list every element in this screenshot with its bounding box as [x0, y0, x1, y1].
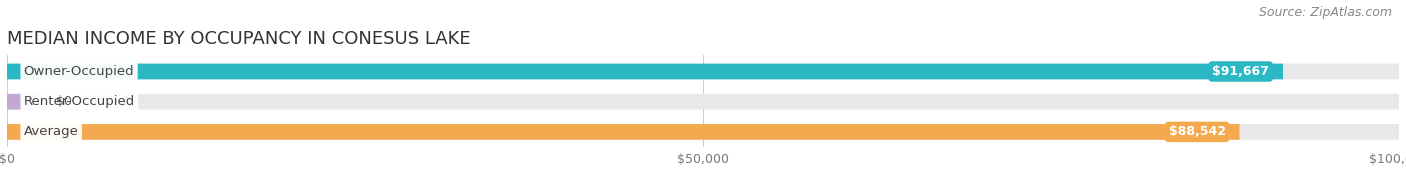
- Text: Average: Average: [24, 125, 79, 138]
- Text: $91,667: $91,667: [1212, 65, 1270, 78]
- FancyBboxPatch shape: [7, 94, 42, 110]
- Text: $0: $0: [56, 95, 72, 108]
- Text: $88,542: $88,542: [1168, 125, 1226, 138]
- FancyBboxPatch shape: [7, 94, 1399, 110]
- Text: Owner-Occupied: Owner-Occupied: [24, 65, 135, 78]
- Text: Source: ZipAtlas.com: Source: ZipAtlas.com: [1258, 6, 1392, 19]
- Text: Renter-Occupied: Renter-Occupied: [24, 95, 135, 108]
- Text: MEDIAN INCOME BY OCCUPANCY IN CONESUS LAKE: MEDIAN INCOME BY OCCUPANCY IN CONESUS LA…: [7, 30, 471, 48]
- FancyBboxPatch shape: [7, 124, 1240, 140]
- FancyBboxPatch shape: [7, 124, 1399, 140]
- FancyBboxPatch shape: [7, 64, 1284, 79]
- FancyBboxPatch shape: [7, 64, 1399, 79]
